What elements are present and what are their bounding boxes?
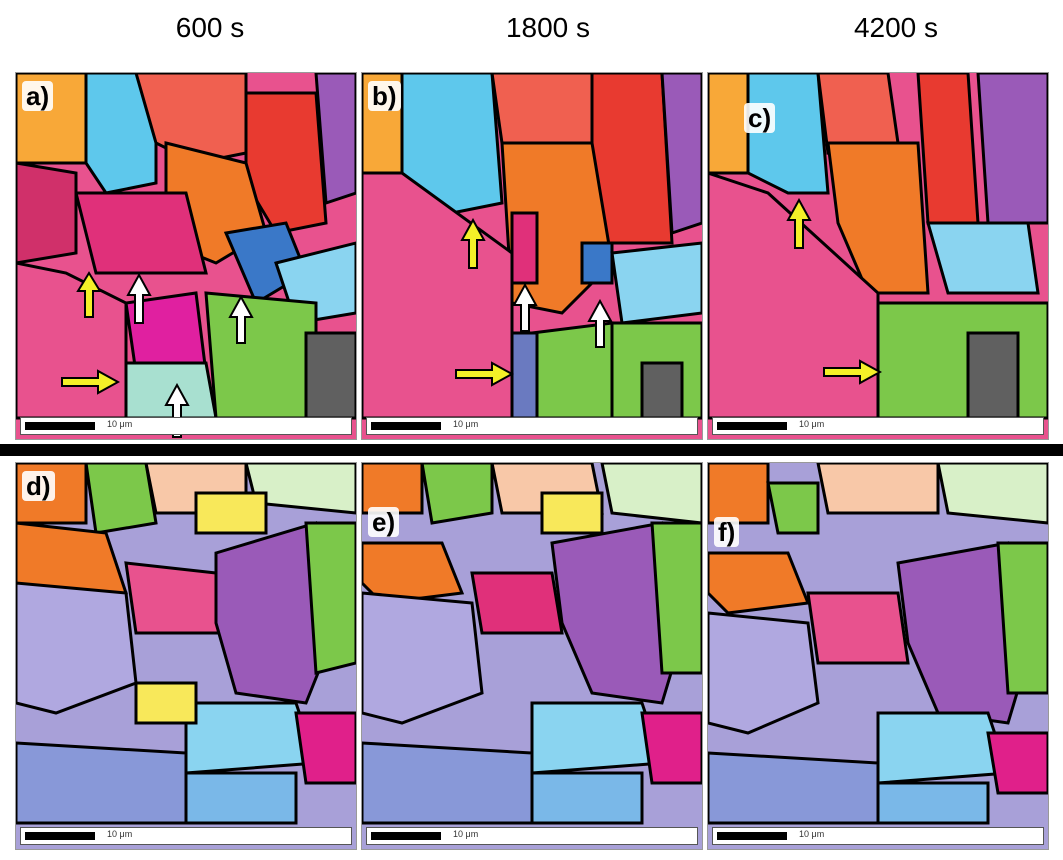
scale-label: 10 μm xyxy=(799,419,825,429)
scale-bar-box: 10 μm xyxy=(366,417,698,435)
scale-label: 10 μm xyxy=(107,829,133,839)
panel-label-f: f) xyxy=(714,517,740,547)
grain-map-f xyxy=(708,463,1048,849)
row-divider xyxy=(0,444,1063,456)
scale-bar xyxy=(25,832,95,840)
micrograph-panel-d: d) 10 μm xyxy=(15,462,357,850)
yellow-right-arrow xyxy=(61,369,120,395)
scale-bar xyxy=(371,832,441,840)
scale-label: 10 μm xyxy=(799,829,825,839)
scale-bar-box: 10 μm xyxy=(20,417,352,435)
scale-bar xyxy=(717,422,787,430)
panel-label-e: e) xyxy=(368,507,400,537)
grain-map-d xyxy=(16,463,356,849)
scale-bar-box: 10 μm xyxy=(20,827,352,845)
panel-label-c: c) xyxy=(744,103,776,133)
panel-label-d: d) xyxy=(22,471,55,501)
grain-map-a xyxy=(16,73,356,439)
yellow-up-arrow xyxy=(460,218,486,269)
scale-label: 10 μm xyxy=(453,419,479,429)
white-up-arrow xyxy=(126,273,152,324)
panel-label-a: a) xyxy=(22,81,54,111)
grain-map-e xyxy=(362,463,702,849)
time-label-1800: 1800 s xyxy=(505,12,591,43)
grain-map-c xyxy=(708,73,1048,439)
scale-bar xyxy=(371,422,441,430)
time-label-4200: 4200 s xyxy=(853,12,939,43)
scale-bar-box: 10 μm xyxy=(366,827,698,845)
panel-label-b: b) xyxy=(368,81,401,111)
micrograph-panel-f: f) 10 μm xyxy=(707,462,1049,850)
micrograph-panel-b: b) 10 μm xyxy=(361,72,703,440)
white-up-arrow xyxy=(164,383,190,438)
grain-map-b xyxy=(362,73,702,439)
micrograph-panel-a: a) 10 μm xyxy=(15,72,357,440)
micrograph-panel-c: c) 10 μm xyxy=(707,72,1049,440)
scale-label: 10 μm xyxy=(453,829,479,839)
yellow-up-arrow xyxy=(786,198,812,249)
time-label-600: 600 s xyxy=(175,12,245,43)
yellow-right-arrow xyxy=(455,361,514,387)
micrograph-panel-e: e) 10 μm xyxy=(361,462,703,850)
scale-bar-box: 10 μm xyxy=(712,827,1044,845)
scale-label: 10 μm xyxy=(107,419,133,429)
scale-bar-box: 10 μm xyxy=(712,417,1044,435)
scale-bar xyxy=(25,422,95,430)
scale-bar xyxy=(717,832,787,840)
white-up-arrow xyxy=(512,283,538,332)
yellow-right-arrow xyxy=(823,359,882,385)
white-up-arrow xyxy=(587,299,613,348)
white-up-arrow xyxy=(228,295,254,344)
yellow-up-arrow xyxy=(76,271,102,318)
